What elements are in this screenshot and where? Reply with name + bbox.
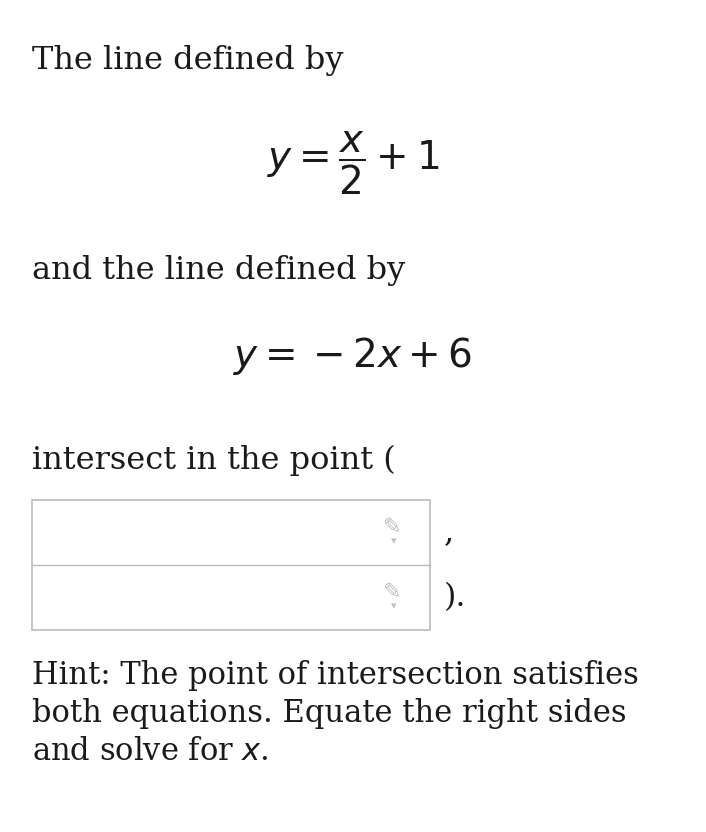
Text: ✎: ✎ — [383, 582, 401, 602]
Text: ,: , — [444, 517, 454, 548]
Text: ✎: ✎ — [383, 518, 401, 537]
Text: ▾: ▾ — [391, 602, 397, 612]
Text: intersect in the point (: intersect in the point ( — [32, 445, 395, 476]
Text: The line defined by: The line defined by — [32, 45, 343, 76]
Bar — [32, 500, 430, 630]
Text: both equations. Equate the right sides: both equations. Equate the right sides — [32, 698, 626, 729]
Text: ).: ). — [444, 582, 467, 613]
Text: and solve for $x$.: and solve for $x$. — [32, 736, 268, 767]
Text: $y = \dfrac{x}{2} + 1$: $y = \dfrac{x}{2} + 1$ — [267, 130, 439, 197]
Text: $y = -2x + 6$: $y = -2x + 6$ — [234, 335, 472, 377]
Text: ▾: ▾ — [391, 537, 397, 547]
Text: and the line defined by: and the line defined by — [32, 255, 405, 286]
Text: Hint: The point of intersection satisfies: Hint: The point of intersection satisfie… — [32, 660, 639, 691]
